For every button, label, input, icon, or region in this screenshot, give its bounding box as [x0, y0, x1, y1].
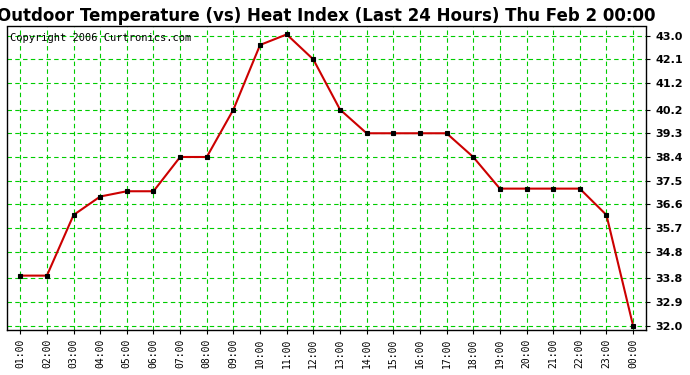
Title: Outdoor Temperature (vs) Heat Index (Last 24 Hours) Thu Feb 2 00:00: Outdoor Temperature (vs) Heat Index (Las…	[0, 7, 656, 25]
Text: Copyright 2006 Curtronics.com: Copyright 2006 Curtronics.com	[10, 33, 191, 43]
